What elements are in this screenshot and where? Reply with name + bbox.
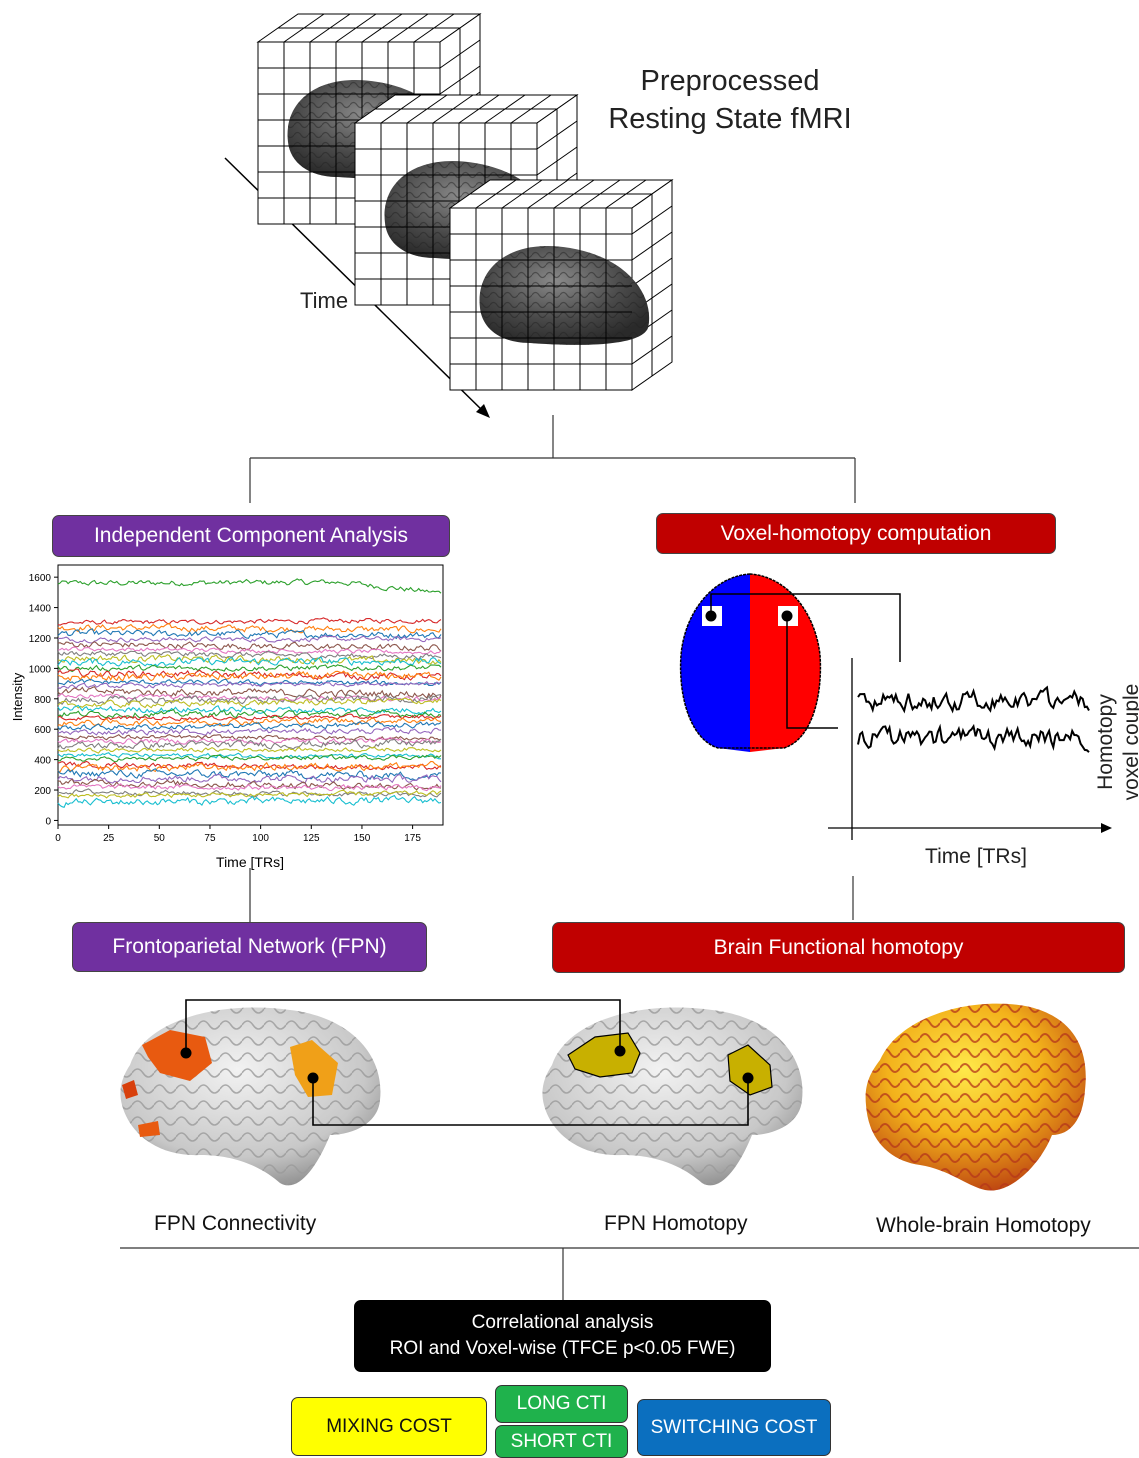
functional-homotopy-label: Brain Functional homotopy [713,935,964,959]
ica-series-line [57,681,442,690]
short-cti-tag: SHORT CTI [495,1425,628,1458]
ica-x-tick-label: 125 [303,833,320,844]
ica-y-tick-label: 1000 [29,664,52,675]
ica-series-line [57,773,442,784]
ica-x-tick-label: 175 [404,833,421,844]
ica-series-line [57,768,442,781]
fpn-node-parietal-left [307,1072,319,1084]
ica-y-axis-label: Intensity [10,672,25,721]
fpn-homotopy-brain [542,1007,803,1186]
ica-x-tick-label: 100 [252,833,269,844]
ica-series-line [57,708,442,719]
analysis-line-2: ROI and Voxel-wise (TFCE p<0.05 FWE) [389,1338,736,1359]
ica-x-axis-label: Time [TRs] [216,854,284,870]
ica-series-line [57,635,442,644]
fpn-homotopy-caption: FPN Homotopy [604,1212,748,1235]
ica-series-line [57,713,442,722]
ica-series-line [57,641,442,652]
long-cti-label: LONG CTI [516,1393,607,1414]
ica-series-line [57,716,442,728]
voxel-homotopy-box: Voxel-homotopy computation [656,513,1056,554]
voxel-volume-3 [448,179,674,391]
brain-maps [120,999,1086,1191]
time-label: Time [300,288,349,313]
ica-box: Independent Component Analysis [52,515,450,557]
correlational-analysis-box: Correlational analysis ROI and Voxel-wis… [354,1300,771,1372]
ica-series-line [57,721,442,731]
fpn-connectivity-brain [120,1007,381,1186]
preprocessed-title: Preprocessed Resting State fMRI [560,62,900,138]
ica-y-tick-label: 800 [34,695,51,706]
ica-series-line [57,646,442,655]
ica-series-line [57,650,442,661]
ica-series-line [57,760,442,773]
ica-series-line [57,738,442,750]
ica-series-line [57,704,442,715]
ica-series-line [57,697,442,709]
ica-series-line [57,694,442,705]
homotopy-y-label-1: Homotopy [1094,694,1117,790]
ica-label: Independent Component Analysis [93,524,409,547]
right-hemisphere [750,574,821,752]
ica-y-tick-label: 1600 [29,573,52,584]
analysis-line-1: Correlational analysis [471,1312,654,1333]
long-cti-tag: LONG CTI [495,1385,628,1423]
fpn-node-frontal-left [180,1047,192,1059]
ica-series-line [57,678,442,686]
short-cti-label: SHORT CTI [510,1430,613,1452]
homotopy-illustration: Time [TRs] Homotopy voxel couple [679,573,1139,868]
ica-x-tick-label: 150 [354,833,371,844]
switching-cost-label: SWITCHING COST [650,1416,818,1438]
ica-series-line [57,726,442,736]
bottom-voxel-signal [857,723,1090,753]
voxel-homotopy-label: Voxel-homotopy computation [720,521,992,545]
switching-cost-tag: SWITCHING COST [637,1399,831,1456]
ica-series-line [57,617,442,626]
ica-series-line [57,656,442,667]
ica-series-line [57,746,442,754]
mixing-cost-tag: MIXING COST [291,1397,487,1456]
fpn-box: Frontoparietal Network (FPN) [72,922,427,972]
ica-series-line [57,783,442,792]
ica-x-tick-label: 25 [103,833,115,844]
mixing-cost-label: MIXING COST [326,1415,452,1437]
ica-series-line [57,622,442,634]
ica-series-line [57,664,442,673]
fpn-node-frontal-right [614,1045,626,1057]
homotopy-y-label-2: voxel couple [1120,684,1139,801]
fpn-label: Frontoparietal Network (FPN) [112,935,387,958]
ica-y-tick-label: 1400 [29,604,52,615]
ica-y-tick-label: 200 [34,786,51,797]
ica-x-tick-label: 0 [55,833,61,844]
ica-series-line [57,736,442,746]
ica-series-line [58,788,442,798]
title-line-2: Resting State fMRI [608,103,852,135]
whole-brain-homotopy-brain [865,1003,1086,1191]
title-line-1: Preprocessed [640,65,820,97]
ica-timeseries-chart: 0 200 400 600 800 1000 1200 1400 1600 0 25 50 75 100… [10,564,444,870]
left-hemisphere [680,574,750,752]
ica-series-line [57,628,442,640]
whole-brain-homotopy-caption: Whole-brain Homotopy [876,1214,1091,1237]
ica-x-tick-label: 50 [154,833,166,844]
ica-x-tick-label: 75 [204,833,216,844]
ica-series-line [57,670,442,682]
ica-series-line [57,578,442,594]
ica-y-tick-label: 0 [45,816,51,827]
fmri-volumes-illustration [224,13,674,418]
homotopy-x-label: Time [TRs] [925,845,1027,868]
ica-series-line [57,752,441,760]
fpn-connectivity-caption: FPN Connectivity [154,1212,317,1235]
ica-series-line [57,794,442,808]
ica-series-line [57,686,442,700]
fpn-node-parietal-right [742,1072,754,1084]
ica-series-line [57,754,442,763]
ica-y-tick-label: 400 [34,756,51,767]
functional-homotopy-box: Brain Functional homotopy [552,922,1125,973]
ica-y-tick-label: 600 [34,725,51,736]
ica-series-line [57,789,442,799]
ica-y-tick-label: 1200 [29,634,52,645]
top-voxel-signal [857,685,1090,714]
